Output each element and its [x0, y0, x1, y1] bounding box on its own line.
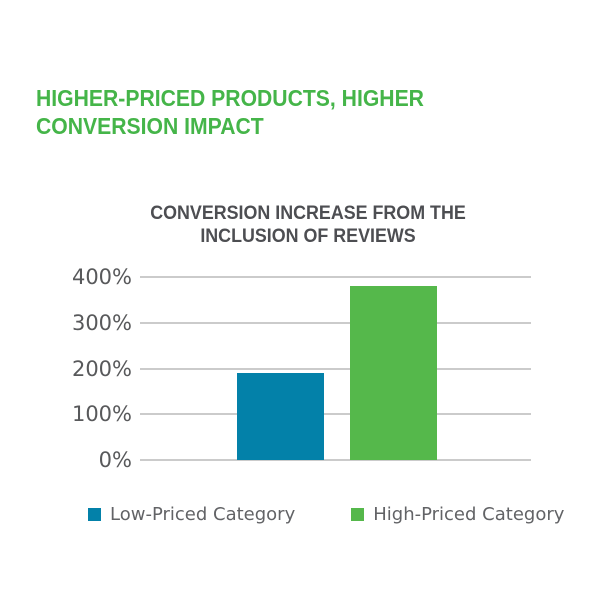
y-tick-label-200%: 200% — [71, 356, 132, 381]
gridline-300% — [140, 321, 531, 324]
chart-legend: Low-Priced Category High-Priced Category — [88, 504, 564, 525]
bar-chart-plot — [140, 276, 531, 461]
y-tick-label-300%: 300% — [71, 310, 132, 335]
chart-title: CONVERSION INCREASE FROM THE INCLUSION O… — [26, 202, 590, 248]
gridline-100% — [140, 413, 531, 416]
legend-item-high-priced: High-Priced Category — [351, 504, 564, 525]
legend-label: Low-Priced Category — [110, 504, 296, 525]
page-title: HIGHER-PRICED PRODUCTS, HIGHER CONVERSIO… — [36, 84, 424, 140]
page-title-line-2: CONVERSION IMPACT — [36, 113, 264, 139]
y-axis-labels: 0% 100% 200% 300% 400% — [0, 265, 132, 472]
y-tick-label-400%: 400% — [71, 265, 132, 289]
y-tick-label-0%: 0% — [98, 448, 132, 472]
gridline-200% — [140, 367, 531, 370]
legend-item-low-priced: Low-Priced Category — [88, 504, 295, 525]
page-title-line-1: HIGHER-PRICED PRODUCTS, HIGHER — [36, 85, 424, 111]
bar-low-priced-category — [237, 373, 324, 460]
bar-high-priced-category — [350, 286, 437, 460]
y-tick-label-100%: 100% — [71, 402, 132, 427]
chart-title-line-1: CONVERSION INCREASE FROM THE — [150, 203, 466, 224]
chart-title-line-2: INCLUSION OF REVIEWS — [200, 226, 416, 247]
legend-label: High-Priced Category — [373, 504, 565, 525]
legend-swatch-green — [351, 508, 365, 521]
legend-swatch-blue — [88, 508, 101, 521]
gridline-0% — [140, 459, 531, 461]
gridline-400% — [140, 276, 531, 278]
